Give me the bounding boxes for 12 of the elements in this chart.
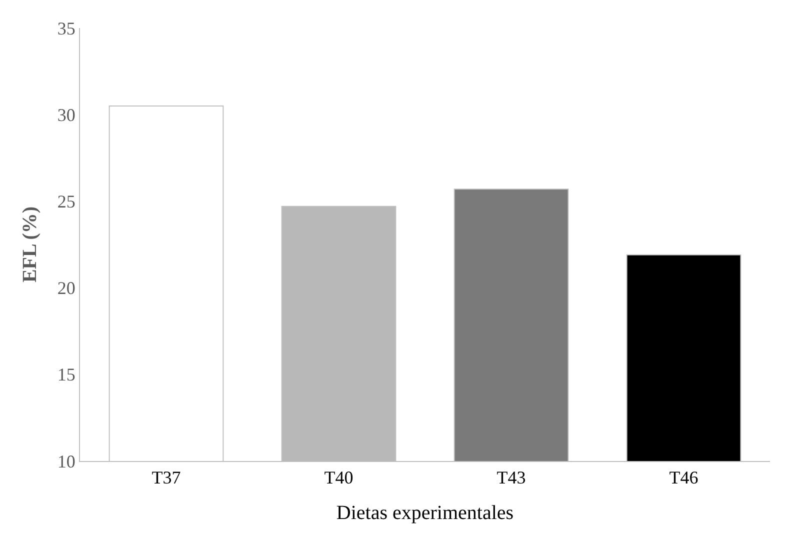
x-axis-title: Dietas experimentales (336, 502, 514, 524)
x-tick-label: T46 (669, 468, 698, 488)
y-tick-label: 15 (57, 364, 76, 385)
y-tick-label: 35 (57, 18, 76, 38)
x-tick-label: T37 (152, 468, 181, 488)
y-tick-label: 25 (57, 192, 76, 212)
y-tick-label: 20 (57, 278, 76, 298)
x-tick-label: T40 (324, 468, 354, 488)
y-tick-label: 10 (57, 451, 76, 472)
y-tick-label: 30 (57, 104, 76, 125)
x-tick-label: T43 (496, 468, 526, 488)
y-axis-title: EFL (%) (18, 206, 41, 283)
